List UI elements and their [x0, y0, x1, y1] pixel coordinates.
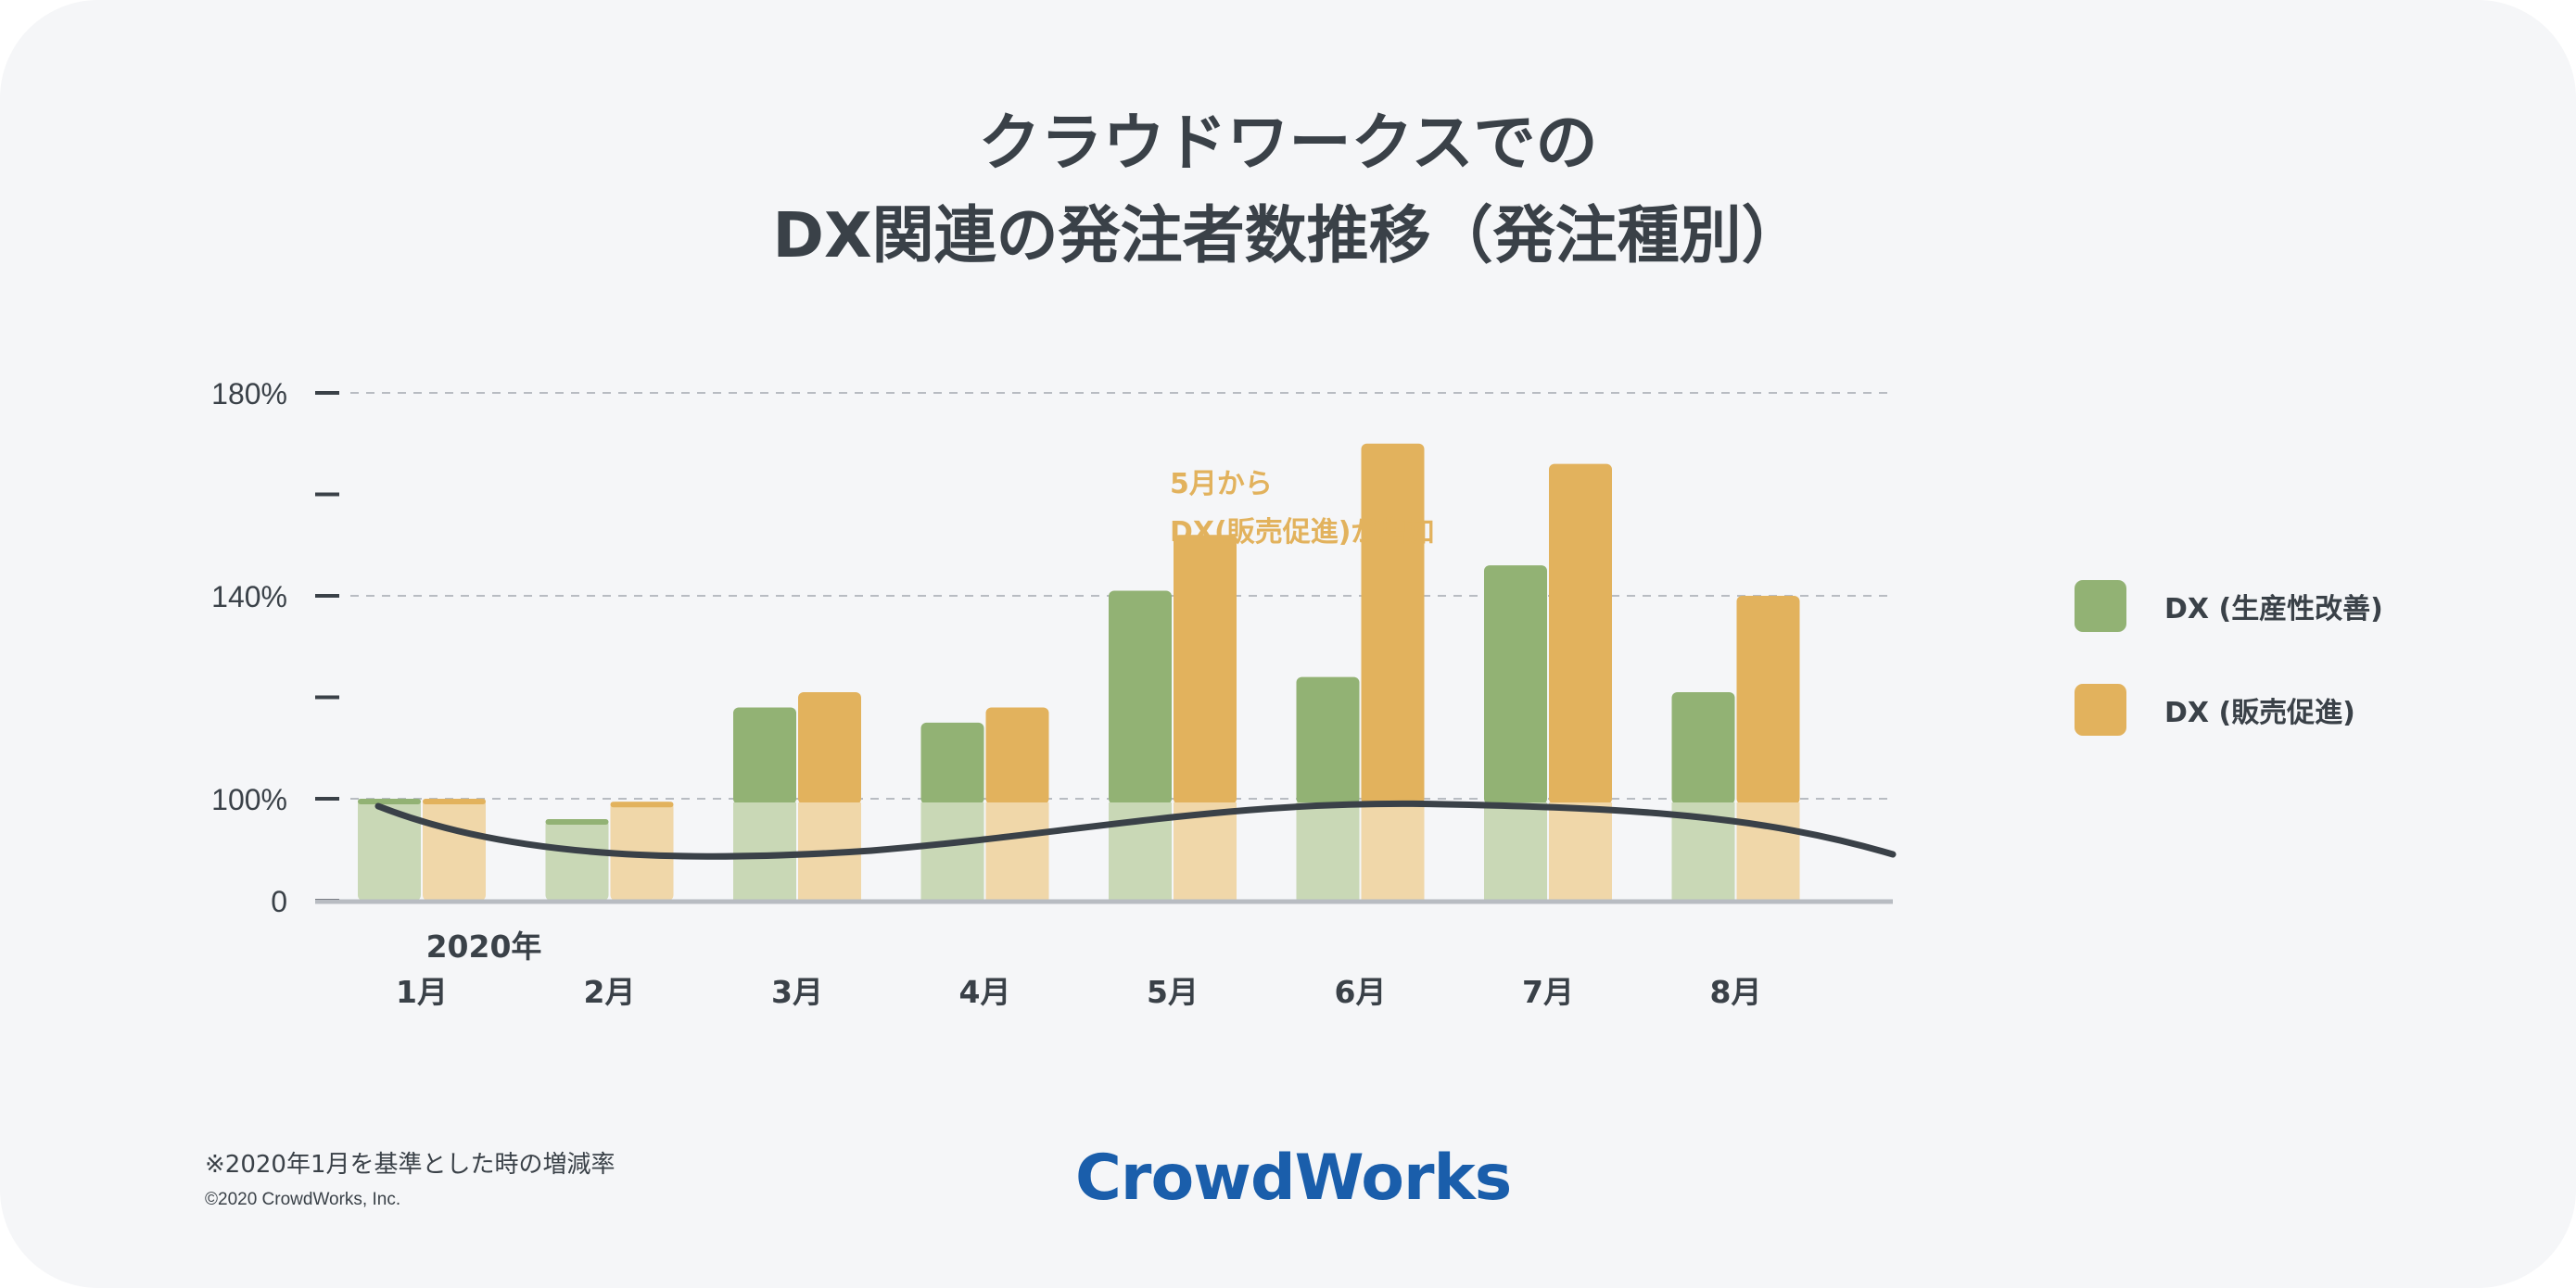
- x-year-label: 2020年: [426, 928, 542, 965]
- bar-dark-1-6: [1549, 463, 1612, 804]
- bar-light-1-7: [1736, 802, 1800, 901]
- bar-light-0-5: [1296, 802, 1360, 901]
- copyright: ©2020 CrowdWorks, Inc.: [205, 1190, 401, 1209]
- bar-dark-1-3: [985, 707, 1049, 804]
- bar-dark-0-3: [920, 722, 984, 804]
- bar-cap-1-1: [610, 802, 674, 808]
- y-tick-label: 100%: [211, 783, 287, 816]
- x-tick-label: 3月: [771, 974, 823, 1010]
- bar-light-1-1: [610, 802, 674, 901]
- bar-dark-0-7: [1671, 692, 1735, 804]
- legend-swatch-productivity: [2075, 580, 2126, 632]
- chart-title-line-1: クラウドワークスでの: [978, 107, 1598, 179]
- x-tick-label: 7月: [1522, 974, 1574, 1010]
- trend-curve: [374, 800, 1897, 860]
- legend-label-productivity: DX (生産性改善): [2164, 593, 2383, 625]
- x-tick-label: 8月: [1710, 974, 1762, 1010]
- bar-light-0-1: [545, 819, 609, 901]
- y-tick-label: 0: [271, 885, 287, 918]
- bar-cap-1-0: [423, 799, 486, 804]
- x-tick-label: 1月: [396, 974, 448, 1010]
- bar-cap-0-1: [545, 819, 609, 825]
- bar-light-0-6: [1484, 802, 1547, 901]
- bar-dark-0-5: [1296, 676, 1360, 804]
- legend-swatch-sales: [2075, 684, 2126, 736]
- bar-dark-1-4: [1174, 535, 1237, 804]
- y-tick-label: 180%: [211, 377, 287, 410]
- x-tick-label: 4月: [959, 974, 1011, 1010]
- legend-label-sales: DX (販売促進): [2164, 697, 2355, 729]
- bar-light-0-2: [733, 802, 796, 901]
- annotation-line-1: 5月から: [1170, 468, 1273, 500]
- bar-light-0-3: [920, 802, 984, 901]
- annotation-line-2: DX(販売促進)が増加: [1170, 516, 1434, 549]
- footnote: ※2020年1月を基準とした時の増減率: [205, 1151, 615, 1179]
- x-tick-label: 2月: [584, 974, 636, 1010]
- bar-light-1-6: [1549, 802, 1612, 901]
- bar-dark-1-2: [798, 692, 861, 804]
- bar-light-1-0: [423, 799, 486, 901]
- bar-dark-0-6: [1484, 565, 1547, 804]
- bar-light-1-3: [985, 802, 1049, 901]
- bar-cap-0-0: [358, 799, 421, 804]
- y-tick-label: 140%: [211, 580, 287, 613]
- bar-dark-0-4: [1109, 590, 1172, 804]
- chart-title-line-2: DX関連の発注者数推移（発注種別）: [772, 199, 1804, 271]
- bar-dark-1-5: [1361, 443, 1425, 804]
- x-tick-label: 6月: [1335, 974, 1387, 1010]
- crowdworks-logo: CrowdWorks: [1075, 1142, 1512, 1215]
- bar-light-1-5: [1361, 802, 1425, 901]
- x-tick-label: 5月: [1147, 974, 1199, 1010]
- bar-light-0-0: [358, 799, 421, 901]
- bar-dark-1-7: [1736, 596, 1800, 804]
- bar-dark-0-2: [733, 707, 796, 804]
